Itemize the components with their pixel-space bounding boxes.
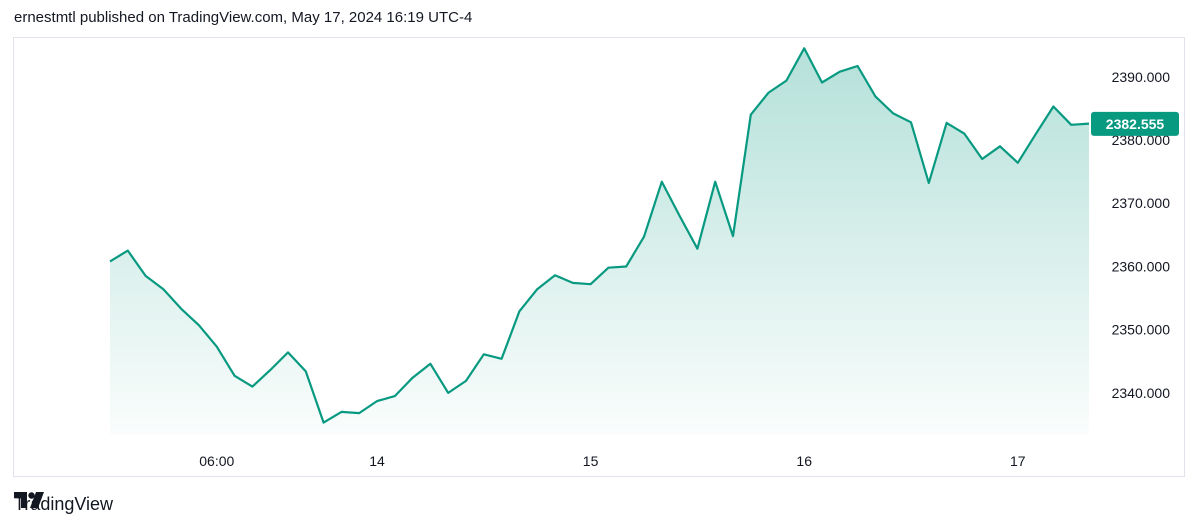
x-tick-label: 17 [1010,453,1026,469]
y-tick-label: 2350.000 [1112,322,1171,338]
chart-panel[interactable] [13,37,1185,477]
x-tick-label: 15 [583,453,599,469]
x-tick-label: 16 [796,453,812,469]
y-tick-label: 2370.000 [1112,195,1171,211]
publication-header: ernestmtl published on TradingView.com, … [14,9,473,26]
y-tick-label: 2360.000 [1112,258,1171,274]
x-tick-label: 06:00 [199,453,234,469]
y-tick-label: 2340.000 [1112,385,1171,401]
tradingview-logo-icon [14,492,44,508]
price-line [109,47,1090,424]
y-tick-label: 2390.000 [1112,69,1171,85]
last-price-badge [1091,111,1179,136]
price-area-fill [110,48,1089,435]
y-tick-label: 2380.000 [1112,132,1171,148]
tradingview-logo[interactable]: TradingView [14,492,113,516]
x-tick-label: 14 [369,453,385,469]
last-price-label: 2382.555 [1106,116,1165,132]
